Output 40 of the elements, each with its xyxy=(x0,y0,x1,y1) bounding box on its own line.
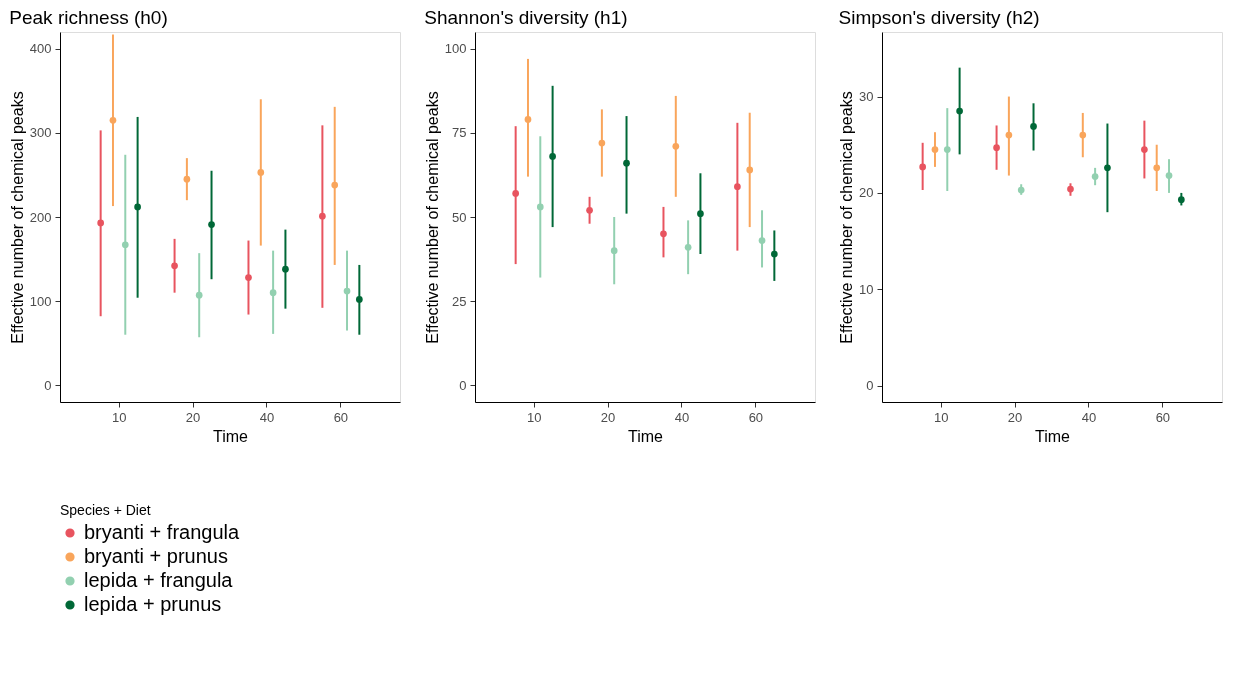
y-tick-label: 50 xyxy=(452,209,467,225)
x-tick-label: 20 xyxy=(1007,409,1023,425)
x-tick-label: 10 xyxy=(933,409,949,425)
y-tick-label: 300 xyxy=(29,125,52,141)
y-tick-label: 75 xyxy=(452,125,467,141)
x-axis-title: Time xyxy=(213,427,249,445)
x-tick-label: 20 xyxy=(600,409,616,425)
y-tick-label: 30 xyxy=(859,89,874,105)
chart-title: Peak richness (h0) xyxy=(9,7,168,28)
legend-label: bryanti + frangula xyxy=(84,521,240,543)
y-tick-label: 200 xyxy=(29,209,52,225)
x-tick-label: 60 xyxy=(748,409,764,425)
x-tick-label: 20 xyxy=(185,409,201,425)
x-axis-title: Time xyxy=(1035,427,1071,445)
legend-title: Species + Diet xyxy=(60,502,151,518)
y-tick-label: 0 xyxy=(459,377,467,393)
x-tick-label: 40 xyxy=(259,409,275,425)
legend-label: lepida + prunus xyxy=(84,593,222,615)
y-tick-label: 0 xyxy=(866,378,874,394)
y-tick-label: 10 xyxy=(859,281,874,297)
x-tick-label: 60 xyxy=(1155,409,1171,425)
x-tick-label: 10 xyxy=(526,409,542,425)
y-tick-label: 100 xyxy=(444,41,467,57)
y-tick-label: 25 xyxy=(452,293,467,309)
x-tick-label: 60 xyxy=(333,409,349,425)
legend-label: lepida + frangula xyxy=(84,569,234,591)
y-tick-label: 0 xyxy=(44,377,52,393)
y-axis-title: Effective number of chemical peaks xyxy=(423,91,441,344)
legend-label: bryanti + prunus xyxy=(84,545,228,567)
x-tick-label: 10 xyxy=(111,409,127,425)
chart-title: Shannon's diversity (h1) xyxy=(424,7,628,28)
x-tick-label: 40 xyxy=(1081,409,1097,425)
x-axis-title: Time xyxy=(628,427,664,445)
chart-title: Simpson's diversity (h2) xyxy=(838,7,1040,28)
y-axis-title: Effective number of chemical peaks xyxy=(8,91,26,344)
y-axis-title: Effective number of chemical peaks xyxy=(838,91,856,344)
y-tick-label: 400 xyxy=(29,41,52,57)
y-tick-label: 20 xyxy=(859,185,874,201)
y-tick-label: 100 xyxy=(29,293,52,309)
x-tick-label: 40 xyxy=(674,409,690,425)
